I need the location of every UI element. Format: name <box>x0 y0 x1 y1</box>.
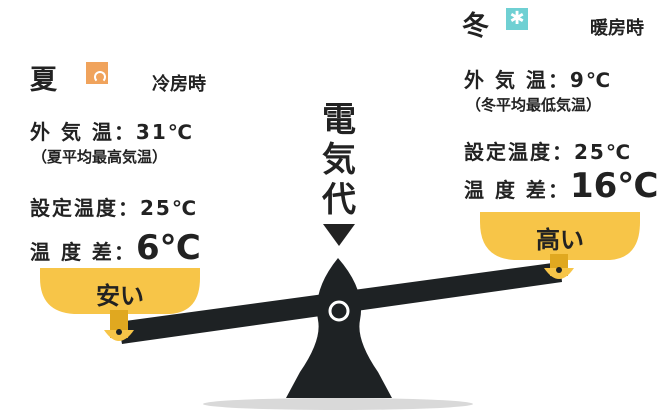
summer-outside-note: （夏平均最高気温） <box>32 148 168 166</box>
right-pan <box>480 212 640 279</box>
winter-season-title: 冬 <box>462 11 490 42</box>
summer-diff-label: 温 度 差 <box>30 240 114 264</box>
summer-season-title: 夏 <box>30 65 58 96</box>
snowflake-icon: ✱ <box>506 8 528 30</box>
winter-set-temp: 設定温度：25℃ <box>464 136 632 165</box>
summer-outside-temp-value: ：31℃ <box>113 120 194 144</box>
summer-pan-label: 安い <box>96 282 144 310</box>
sun-icon <box>86 62 108 84</box>
summer-outside-temp-label: 外 気 温 <box>30 120 114 144</box>
scale-pivot <box>328 300 350 322</box>
winter-diff-value: 16℃ <box>569 166 659 206</box>
summer-temp-diff: 温 度 差：6℃ <box>30 228 201 268</box>
down-arrow-icon <box>323 224 355 246</box>
winter-temp-diff: 温 度 差：16℃ <box>464 166 658 206</box>
summer-mode: 冷房時 <box>152 74 206 95</box>
electricity-cost-label: 電気代 <box>322 100 356 220</box>
winter-outside-temp: 外 気 温：9℃ <box>464 64 612 93</box>
scale-stand <box>286 258 392 398</box>
left-pan <box>40 268 200 341</box>
summer-outside-temp: 外 気 温：31℃ <box>30 116 194 145</box>
winter-outside-note: （冬平均最低気温） <box>466 96 602 114</box>
winter-set-temp-label: 設定温度 <box>464 140 552 164</box>
winter-outside-temp-value: ：9℃ <box>547 68 613 92</box>
summer-diff-colon: ： <box>113 240 136 264</box>
winter-set-temp-value: ：25℃ <box>552 140 633 164</box>
winter-outside-temp-label: 外 気 温 <box>464 68 548 92</box>
summer-set-temp: 設定温度：25℃ <box>30 192 198 221</box>
winter-mode: 暖房時 <box>590 18 644 39</box>
winter-diff-label: 温 度 差 <box>464 178 548 202</box>
winter-diff-colon: ： <box>547 178 570 202</box>
summer-set-temp-value: ：25℃ <box>118 196 199 220</box>
winter-pan-label: 高い <box>536 226 584 254</box>
scale-base-shadow <box>203 398 473 410</box>
summer-set-temp-label: 設定温度 <box>30 196 118 220</box>
summer-diff-value: 6℃ <box>135 228 201 268</box>
